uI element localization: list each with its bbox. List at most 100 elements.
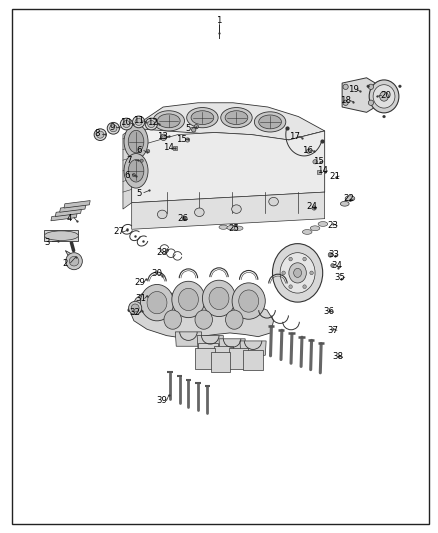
Polygon shape [44, 230, 78, 241]
Text: 23: 23 [327, 221, 338, 230]
Ellipse shape [194, 208, 204, 216]
Ellipse shape [128, 159, 144, 182]
Text: 5: 5 [137, 189, 142, 198]
Text: 28: 28 [156, 248, 167, 257]
Ellipse shape [289, 263, 306, 283]
Ellipse shape [187, 108, 218, 128]
Ellipse shape [178, 288, 198, 311]
Text: 37: 37 [327, 326, 338, 335]
Ellipse shape [280, 253, 315, 293]
Polygon shape [132, 192, 325, 229]
Text: 29: 29 [134, 278, 145, 287]
Polygon shape [195, 349, 215, 368]
Ellipse shape [135, 118, 142, 125]
Text: 26: 26 [177, 214, 188, 223]
Ellipse shape [157, 210, 167, 219]
Ellipse shape [202, 280, 236, 317]
Text: 35: 35 [335, 273, 346, 281]
Polygon shape [214, 346, 233, 367]
Ellipse shape [132, 173, 135, 176]
Polygon shape [342, 78, 375, 112]
Text: 30: 30 [152, 269, 162, 278]
Ellipse shape [239, 290, 259, 312]
Ellipse shape [120, 118, 133, 130]
Text: 24: 24 [307, 203, 318, 212]
Ellipse shape [259, 115, 282, 129]
Text: 19: 19 [348, 85, 359, 94]
Text: 12: 12 [147, 118, 158, 127]
Ellipse shape [124, 124, 148, 159]
Text: 8: 8 [95, 129, 100, 138]
Polygon shape [123, 128, 132, 209]
Text: 18: 18 [340, 96, 351, 105]
Text: 39: 39 [157, 396, 168, 405]
Ellipse shape [110, 125, 117, 132]
Ellipse shape [141, 285, 173, 321]
Ellipse shape [44, 231, 78, 240]
Ellipse shape [312, 206, 316, 210]
Ellipse shape [172, 281, 205, 318]
Ellipse shape [289, 257, 292, 261]
Ellipse shape [96, 131, 104, 138]
Ellipse shape [140, 159, 143, 163]
Ellipse shape [282, 271, 286, 274]
Ellipse shape [128, 131, 144, 153]
Ellipse shape [182, 217, 186, 221]
Ellipse shape [254, 112, 286, 132]
Text: 15: 15 [177, 135, 187, 144]
Text: 6: 6 [124, 171, 130, 180]
Ellipse shape [129, 301, 142, 314]
Ellipse shape [310, 271, 313, 274]
Ellipse shape [191, 128, 196, 132]
Ellipse shape [195, 310, 212, 329]
Ellipse shape [66, 253, 82, 270]
Ellipse shape [153, 111, 184, 131]
Ellipse shape [219, 225, 228, 229]
Text: 20: 20 [380, 91, 391, 100]
Ellipse shape [303, 257, 306, 261]
Text: 31: 31 [135, 294, 146, 303]
Ellipse shape [157, 114, 180, 128]
Text: 3: 3 [45, 238, 50, 247]
Ellipse shape [226, 310, 243, 329]
Polygon shape [219, 339, 245, 353]
Text: 38: 38 [333, 352, 344, 361]
Text: 27: 27 [113, 228, 124, 237]
Ellipse shape [383, 115, 385, 118]
Text: 7: 7 [127, 156, 132, 165]
Polygon shape [130, 289, 274, 338]
Ellipse shape [293, 268, 301, 277]
Polygon shape [132, 128, 325, 203]
Text: 22: 22 [343, 194, 355, 203]
Text: 5: 5 [186, 124, 191, 133]
Ellipse shape [147, 292, 167, 314]
Ellipse shape [148, 120, 155, 127]
Ellipse shape [124, 154, 148, 188]
Ellipse shape [289, 285, 292, 288]
Ellipse shape [368, 100, 374, 106]
Ellipse shape [145, 118, 157, 130]
Text: 17: 17 [289, 132, 300, 141]
Ellipse shape [185, 138, 190, 142]
Ellipse shape [272, 244, 323, 302]
Ellipse shape [221, 108, 252, 128]
Ellipse shape [368, 84, 374, 90]
Ellipse shape [234, 226, 243, 230]
Ellipse shape [194, 125, 198, 129]
Ellipse shape [340, 201, 349, 206]
Text: 4: 4 [67, 214, 72, 223]
Text: 33: 33 [328, 250, 339, 259]
Text: 15: 15 [313, 157, 324, 166]
Text: 9: 9 [110, 123, 115, 132]
Ellipse shape [373, 85, 395, 108]
Ellipse shape [232, 283, 265, 319]
Ellipse shape [331, 264, 334, 267]
Ellipse shape [133, 116, 145, 128]
Ellipse shape [306, 149, 311, 154]
Ellipse shape [69, 256, 79, 266]
Ellipse shape [367, 85, 370, 87]
Polygon shape [65, 251, 81, 268]
Text: 14: 14 [163, 143, 174, 152]
Polygon shape [240, 341, 266, 356]
Polygon shape [60, 205, 86, 212]
